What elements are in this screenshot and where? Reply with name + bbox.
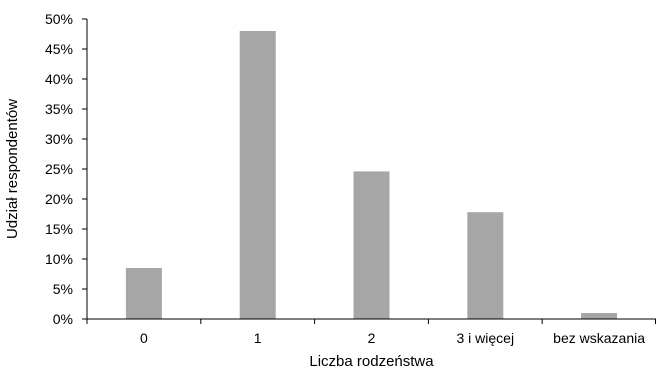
- x-tick-label-1: 1: [254, 330, 262, 346]
- bars-layer: [125, 31, 618, 319]
- y-ticks: 0% 5% 10% 15% 20% 25% 30% 35% 40% 45% 50%: [45, 11, 87, 327]
- y-tick-label-10: 50%: [45, 11, 73, 27]
- x-tick-label-3: 3 i więcej: [457, 330, 515, 346]
- y-axis-label: Udział respondentów: [4, 99, 21, 239]
- bar-0: [125, 268, 162, 319]
- x-tick-label-2: 2: [368, 330, 376, 346]
- bar-2: [353, 171, 390, 319]
- y-tick-label-0: 0%: [53, 311, 73, 327]
- x-tick-label-4: bez wskazania: [553, 330, 645, 346]
- x-axis-label: Liczba rodzeństwa: [309, 353, 434, 369]
- y-tick-label-7: 35%: [45, 101, 73, 117]
- y-tick-label-9: 45%: [45, 41, 73, 57]
- bar-1: [239, 31, 276, 319]
- y-tick-label-1: 5%: [53, 281, 73, 297]
- y-tick-label-6: 30%: [45, 131, 73, 147]
- x-tick-label-0: 0: [140, 330, 148, 346]
- bar-3: [467, 212, 504, 319]
- y-tick-label-3: 15%: [45, 221, 73, 237]
- y-tick-label-8: 40%: [45, 71, 73, 87]
- bar-4: [581, 313, 618, 319]
- y-tick-label-5: 25%: [45, 161, 73, 177]
- y-tick-label-2: 10%: [45, 251, 73, 267]
- x-ticks: 0 1 2 3 i więcej bez wskazania: [86, 319, 656, 346]
- y-tick-label-4: 20%: [45, 191, 73, 207]
